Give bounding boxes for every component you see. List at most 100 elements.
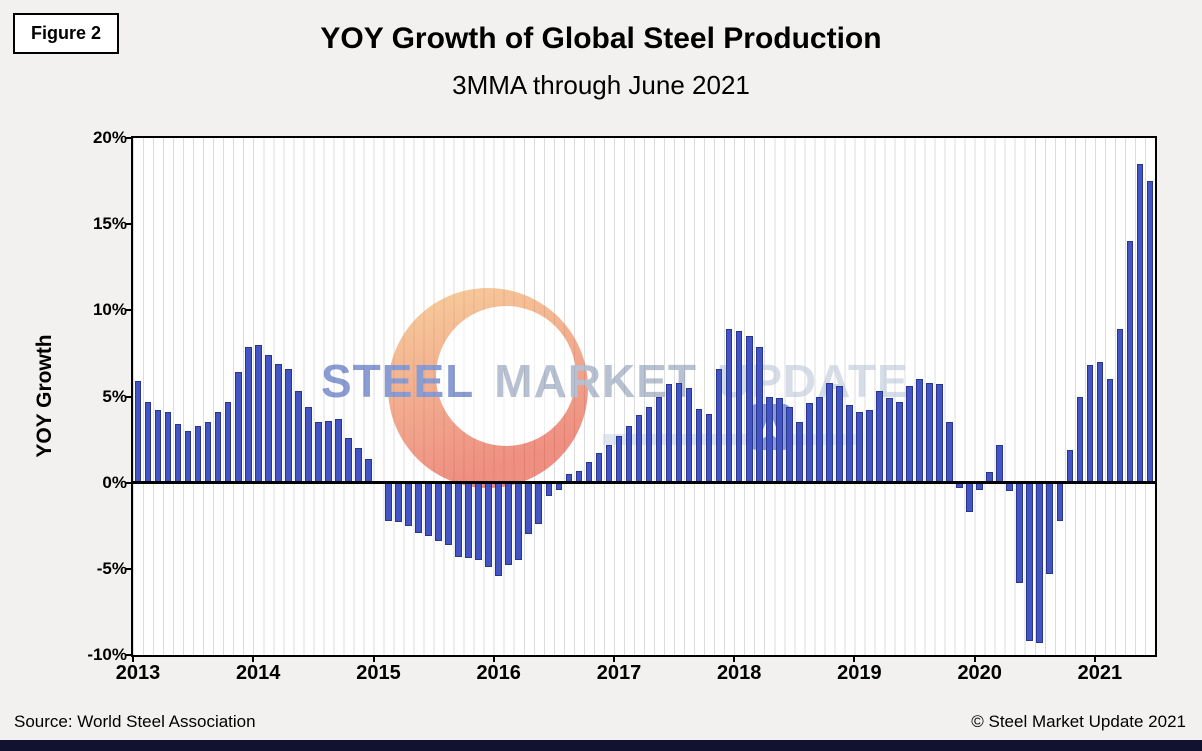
bar: [295, 391, 302, 483]
bar: [345, 437, 352, 483]
bar: [505, 482, 513, 566]
y-tick-mark: [125, 567, 133, 570]
y-tick-mark: [125, 137, 133, 139]
chart-subtitle: 3MMA through June 2021: [452, 70, 750, 100]
x-tick-mark: [132, 655, 134, 662]
bar: [715, 368, 723, 483]
bar: [455, 482, 462, 557]
bar: [775, 398, 783, 483]
y-axis-title: YOY Growth: [33, 334, 56, 458]
bar: [745, 336, 753, 483]
bar: [405, 482, 412, 526]
bar: [1106, 379, 1114, 483]
x-tick-label: 2021: [1077, 662, 1123, 684]
bar: [315, 422, 322, 483]
bar: [916, 379, 923, 483]
bar: [234, 372, 242, 483]
x-tick-mark: [612, 655, 615, 662]
bar: [846, 405, 853, 483]
bar: [876, 391, 883, 483]
bar: [1146, 181, 1154, 483]
bar: [1126, 241, 1134, 483]
bar: [625, 425, 633, 483]
y-tick-label: -10%: [87, 645, 127, 664]
y-tick-mark: [125, 223, 133, 226]
bar: [355, 448, 362, 483]
bar: [244, 346, 252, 483]
bar: [385, 482, 392, 521]
x-tick-label: 2020: [957, 662, 1002, 684]
bar: [164, 412, 172, 483]
bar: [655, 396, 663, 483]
bar: [926, 382, 933, 483]
bar: [866, 410, 873, 483]
x-tick-mark: [252, 655, 255, 662]
bar: [214, 412, 222, 483]
bar: [335, 418, 342, 483]
zero-axis-line: [133, 481, 1155, 485]
bar: [515, 482, 523, 561]
bar: [826, 382, 833, 483]
bar: [1056, 482, 1064, 521]
bar: [645, 406, 653, 483]
bar: [605, 444, 613, 483]
x-tick-label: 2019: [837, 662, 882, 684]
plot-area: STEEL MARKET UPDATE: [133, 138, 1155, 655]
bar: [525, 482, 533, 535]
bar: [765, 396, 773, 483]
y-tick-mark: [125, 481, 133, 484]
x-tick-mark: [492, 655, 495, 662]
bar: [445, 482, 452, 545]
bar: [906, 386, 913, 483]
copyright-note: © Steel Market Update 2021: [971, 712, 1186, 731]
bar: [595, 453, 603, 483]
bar: [465, 482, 472, 559]
bar: [836, 386, 843, 483]
bar: [274, 363, 282, 483]
bar: [886, 398, 893, 483]
bar: [966, 482, 973, 512]
bar: [675, 382, 683, 483]
x-tick-label: 2014: [235, 662, 281, 684]
bar: [224, 401, 232, 483]
bar: [1136, 163, 1144, 483]
bar: [936, 384, 943, 483]
bar: [325, 420, 332, 483]
bar: [665, 384, 673, 483]
x-tick-mark: [1093, 655, 1096, 662]
bar: [725, 329, 733, 483]
bar: [395, 482, 402, 523]
x-tick-label: 2016: [476, 662, 521, 684]
bar: [435, 482, 442, 542]
bar: [184, 430, 192, 483]
bar: [996, 444, 1003, 483]
bar: [1046, 482, 1054, 574]
y-tick-label: -5%: [96, 558, 127, 578]
x-tick-mark: [853, 655, 856, 662]
bar: [1026, 482, 1034, 642]
x-tick-mark: [973, 655, 976, 662]
gridlines: [133, 138, 1155, 655]
y-tick-label: 15%: [92, 214, 127, 234]
bar: [254, 344, 262, 483]
bar: [305, 406, 312, 483]
y-tick-mark: [125, 309, 133, 312]
bar: [144, 401, 152, 483]
bottom-accent-bar: [0, 740, 1202, 751]
bar: [785, 406, 793, 483]
x-tick-label: 2018: [716, 662, 762, 684]
bar: [1036, 482, 1044, 643]
bar: [755, 346, 763, 483]
bar: [415, 482, 422, 533]
y-tick-label: 20%: [92, 128, 127, 147]
bar: [1016, 482, 1024, 583]
bar: [635, 415, 643, 483]
bar: [806, 403, 813, 483]
x-tick-label: 2013: [115, 662, 161, 684]
bar: [154, 410, 162, 483]
bar: [1066, 449, 1074, 483]
bar: [425, 482, 432, 537]
bar: [896, 401, 903, 483]
bar: [284, 368, 292, 483]
